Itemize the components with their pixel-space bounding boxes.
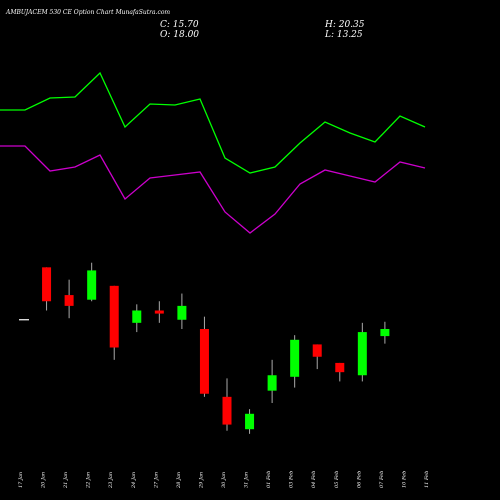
x-tick-label: 07 Feb: [379, 471, 385, 488]
candle-body: [380, 329, 390, 337]
candle: [199, 316, 209, 397]
candle-body: [222, 396, 232, 425]
candle-body: [335, 362, 345, 373]
upper-band-line: [0, 71, 426, 174]
x-tick-label: 23 Jan: [108, 472, 114, 489]
x-tick-label: 30 Jan: [221, 472, 227, 488]
candle-body: [199, 329, 209, 394]
candle-body: [267, 375, 277, 391]
candle-body: [132, 310, 142, 323]
x-tick-label: 04 Feb: [311, 471, 317, 488]
chart-title: AMBUJACEM 530 CE Option Chart MunafaSutr…: [5, 9, 170, 16]
candle: [109, 285, 119, 360]
candle: [267, 359, 277, 403]
candle-body: [290, 339, 300, 377]
x-tick-label: 06 Feb: [356, 471, 362, 488]
x-tick-label: 11 Feb: [424, 471, 430, 488]
x-tick-label: 29 Jan: [198, 472, 204, 489]
x-tick-labels: 17 Jan 20 Jan 21 Jan 22 Jan 23 Jan 24 Jan 27 J…: [18, 471, 430, 489]
candle-body: [177, 305, 187, 320]
candle: [357, 322, 367, 382]
candle: [222, 378, 232, 431]
candle-body: [42, 267, 52, 302]
candle: [132, 304, 142, 333]
x-tick-label: 28 Jan: [176, 472, 182, 489]
band-lines: [0, 71, 426, 234]
x-tick-label: 31 Jan: [244, 472, 250, 488]
candle: [64, 279, 74, 319]
candle: [87, 262, 97, 302]
chart-header: AMBUJACEM 530 CE Option Chart MunafaSutr…: [5, 9, 365, 40]
candle-body: [87, 270, 97, 300]
candles: [19, 262, 390, 434]
candle: [380, 321, 390, 344]
candle: [245, 409, 255, 434]
x-tick-label: 03 Feb: [289, 471, 295, 488]
x-tick-label: 17 Jan: [18, 472, 24, 488]
candle: [312, 344, 322, 370]
x-tick-label: 22 Jan: [86, 472, 92, 489]
candle: [290, 335, 300, 388]
candle-body: [154, 310, 164, 314]
x-tick-label: 27 Jan: [153, 472, 159, 489]
low-label: L: 13.25: [324, 30, 363, 40]
candle-body: [64, 295, 74, 306]
candle: [154, 301, 164, 323]
lower-band-line: [0, 145, 426, 234]
candle-body: [312, 344, 322, 357]
candle: [335, 362, 345, 382]
x-tick-label: 10 Feb: [401, 471, 407, 488]
x-tick-label: 05 Feb: [334, 471, 340, 488]
candle-body: [109, 285, 119, 348]
x-tick-label: 01 Feb: [266, 471, 272, 488]
candle: [42, 267, 52, 311]
x-tick-label: 24 Jan: [131, 472, 137, 489]
x-tick-label: 21 Jan: [63, 472, 69, 489]
candle: [177, 293, 187, 329]
candle-body: [245, 413, 255, 430]
open-label: O: 18.00: [160, 30, 199, 40]
candle-body: [357, 332, 367, 376]
high-label: H: 20.35: [324, 20, 365, 30]
x-tick-label: 20 Jan: [41, 472, 47, 489]
close-label: C: 15.70: [160, 20, 199, 30]
